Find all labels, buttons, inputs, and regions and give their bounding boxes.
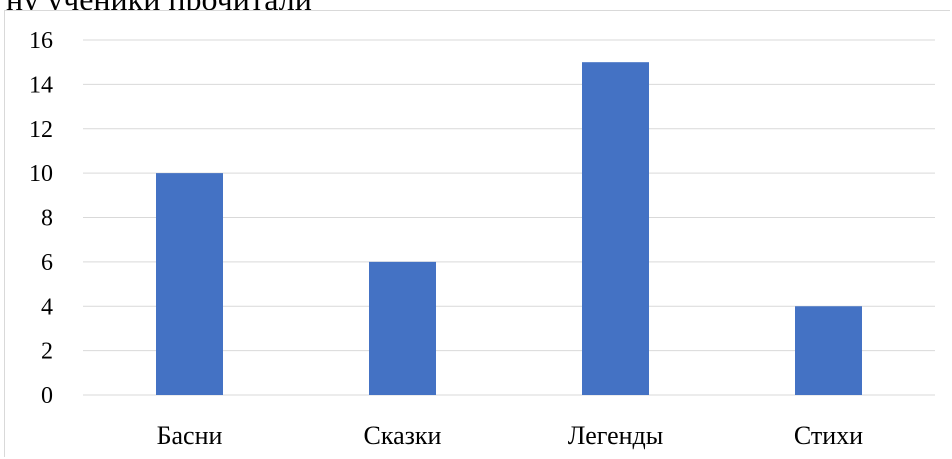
y-axis-ticks: 0 2 4 6 8 10 12 14 16	[29, 28, 53, 409]
y-tick-label: 10	[29, 161, 53, 187]
y-tick-label: 2	[41, 339, 53, 365]
clipped-heading-area: ну ученики прочитали	[0, 0, 952, 10]
chart-frame	[4, 10, 950, 457]
y-tick-label: 8	[41, 206, 53, 232]
x-category-label: Стихи	[794, 421, 863, 450]
y-tick-label: 0	[41, 383, 53, 409]
y-tick-label: 12	[29, 117, 53, 143]
x-category-label: Легенды	[568, 421, 663, 450]
y-tick-label: 6	[41, 250, 53, 276]
clipped-heading-text: ну ученики прочитали	[6, 0, 312, 10]
bar-2	[369, 261, 436, 395]
bar-3	[582, 62, 649, 395]
y-tick-label: 14	[29, 72, 53, 98]
y-tick-label: 4	[41, 294, 53, 320]
x-category-label: Сказки	[364, 421, 442, 450]
x-category-label: Басни	[157, 421, 223, 450]
bar-4	[795, 306, 862, 395]
y-tick-label: 16	[29, 28, 53, 54]
gridlines	[83, 39, 935, 396]
bar-1	[156, 173, 223, 395]
bars	[156, 62, 862, 395]
x-axis-labels: Басни Сказки Легенды Стихи	[157, 421, 864, 450]
